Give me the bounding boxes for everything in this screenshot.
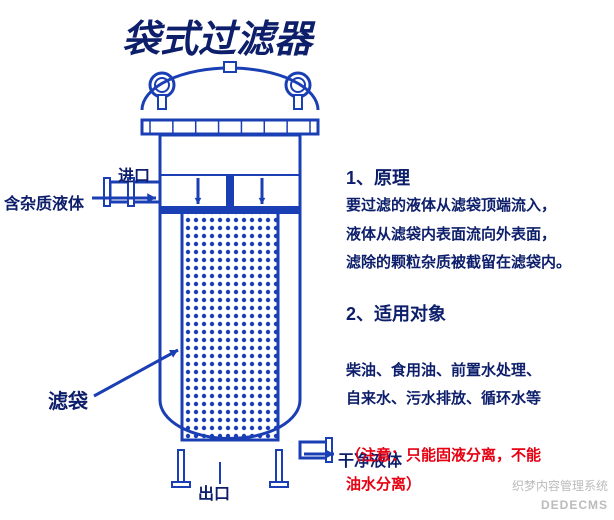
label-impure-liquid: 含杂质液体 bbox=[4, 190, 84, 214]
label-inlet: 进口 bbox=[118, 162, 150, 186]
section-1-body: 要过滤的液体从滤袋顶端流入， 液体从滤袋内表面流向外表面， 滤除的颗粒杂质被截留… bbox=[346, 192, 571, 278]
label-outlet: 出口 bbox=[198, 480, 230, 504]
section-2-heading: 2、适用对象 bbox=[346, 300, 446, 326]
section-1-heading: 1、原理 bbox=[346, 164, 410, 190]
section-2-body-text: 柴油、食用油、前置水处理、 自来水、污水排放、循环水等 bbox=[346, 362, 541, 408]
watermark-line1: 织梦内容管理系统 bbox=[512, 477, 608, 494]
watermark-line2: DEDECMS bbox=[541, 498, 608, 512]
section-2-body: 柴油、食用油、前置水处理、 自来水、污水排放、循环水等 （注意：只能固液分离，不… bbox=[346, 328, 541, 499]
main-title: 袋式过滤器 bbox=[122, 8, 312, 63]
label-filter-bag: 滤袋 bbox=[48, 385, 88, 414]
